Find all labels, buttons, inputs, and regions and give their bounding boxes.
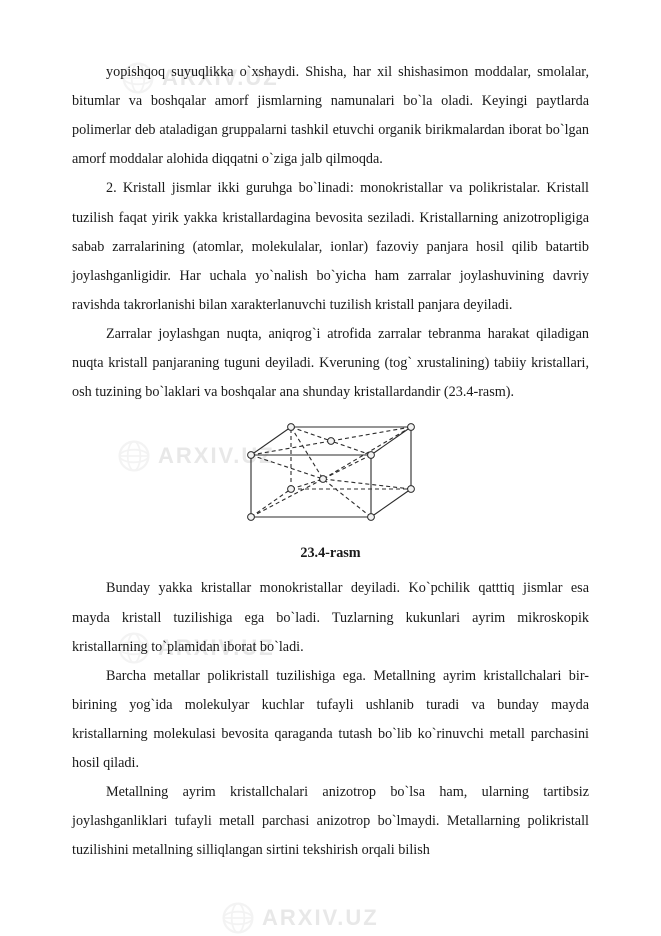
paragraph: Zarralar joylashgan nuqta, aniqrog`i atr… (72, 320, 589, 407)
paragraph: Bunday yakka kristallar monokristallar d… (72, 574, 589, 661)
figure-lattice (72, 417, 589, 535)
lattice-diagram (231, 417, 431, 535)
page-body: yopishqoq suyuqlikka o`xshaydi. Shisha, … (0, 0, 661, 906)
figure-caption: 23.4-rasm (72, 539, 589, 568)
paragraph: Barcha metallar polikristall tuzilishiga… (72, 662, 589, 778)
watermark-text: ARXIV.UZ (262, 905, 379, 931)
paragraph: yopishqoq suyuqlikka o`xshaydi. Shisha, … (72, 58, 589, 174)
paragraph: Metallning ayrim kristallchalari anizotr… (72, 778, 589, 865)
paragraph: 2. Kristall jismlar ikki guruhga bo`lina… (72, 174, 589, 320)
